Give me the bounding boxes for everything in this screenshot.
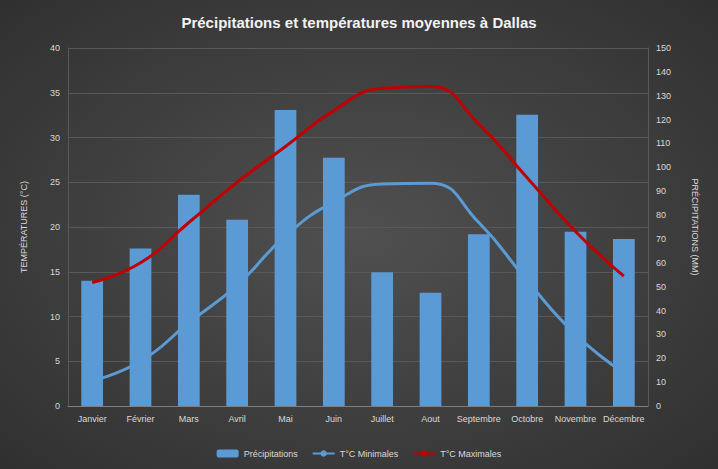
svg-text:Avril: Avril <box>228 414 245 424</box>
svg-text:20: 20 <box>656 353 666 363</box>
svg-text:Février: Février <box>126 414 154 424</box>
svg-text:130: 130 <box>656 91 671 101</box>
svg-text:Aout: Aout <box>421 414 440 424</box>
svg-text:Précipitations: Précipitations <box>244 449 299 459</box>
svg-text:Juin: Juin <box>326 414 343 424</box>
svg-text:150: 150 <box>656 43 671 53</box>
svg-text:Mai: Mai <box>278 414 293 424</box>
svg-text:90: 90 <box>656 186 666 196</box>
svg-text:10: 10 <box>656 377 666 387</box>
svg-text:40: 40 <box>50 43 60 53</box>
svg-text:100: 100 <box>656 162 671 172</box>
svg-text:10: 10 <box>50 312 60 322</box>
svg-text:60: 60 <box>656 258 666 268</box>
svg-text:0: 0 <box>55 401 60 411</box>
svg-text:15: 15 <box>50 267 60 277</box>
svg-text:Mars: Mars <box>179 414 199 424</box>
svg-text:25: 25 <box>50 177 60 187</box>
svg-text:20: 20 <box>50 222 60 232</box>
svg-text:Octobre: Octobre <box>511 414 543 424</box>
svg-text:50: 50 <box>656 282 666 292</box>
svg-text:0: 0 <box>656 401 661 411</box>
svg-text:30: 30 <box>656 329 666 339</box>
svg-text:35: 35 <box>50 88 60 98</box>
svg-text:120: 120 <box>656 115 671 125</box>
svg-text:Décembre: Décembre <box>603 414 645 424</box>
svg-text:Janvier: Janvier <box>78 414 107 424</box>
svg-text:TEMPÉRATURES (°C): TEMPÉRATURES (°C) <box>19 181 29 273</box>
svg-text:80: 80 <box>656 210 666 220</box>
svg-text:70: 70 <box>656 234 666 244</box>
svg-text:140: 140 <box>656 67 671 77</box>
svg-text:T°C Minimales: T°C Minimales <box>340 449 399 459</box>
svg-text:T°C Maximales: T°C Maximales <box>440 449 502 459</box>
svg-text:110: 110 <box>656 138 670 148</box>
svg-text:30: 30 <box>50 133 60 143</box>
svg-text:40: 40 <box>656 306 666 316</box>
svg-text:Novembre: Novembre <box>555 414 597 424</box>
svg-text:Juillet: Juillet <box>371 414 395 424</box>
svg-text:PRÉCIPITATIONS (MM): PRÉCIPITATIONS (MM) <box>690 178 700 275</box>
svg-text:5: 5 <box>55 356 60 366</box>
svg-text:Précipitations et températures: Précipitations et températures moyennes … <box>181 14 536 31</box>
svg-text:Septembre: Septembre <box>457 414 501 424</box>
